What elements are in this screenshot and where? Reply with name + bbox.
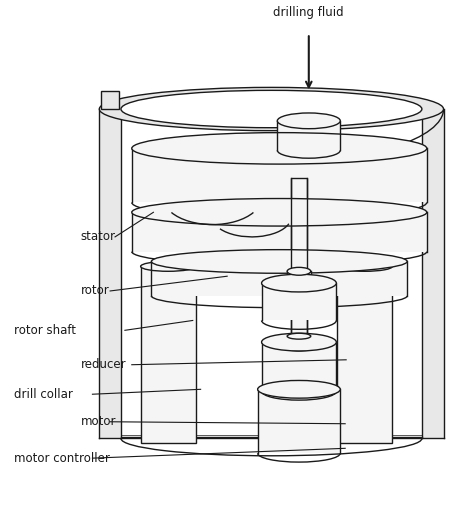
Text: drilling fluid: drilling fluid — [273, 6, 344, 19]
Polygon shape — [277, 121, 340, 150]
Polygon shape — [121, 109, 422, 439]
Ellipse shape — [262, 333, 337, 351]
Text: motor controller: motor controller — [14, 452, 109, 464]
Text: reducer: reducer — [81, 358, 126, 371]
Ellipse shape — [132, 133, 427, 164]
Text: drill collar: drill collar — [14, 388, 73, 401]
Ellipse shape — [287, 333, 311, 339]
Polygon shape — [422, 109, 444, 439]
Polygon shape — [258, 389, 340, 453]
Ellipse shape — [337, 262, 392, 271]
Ellipse shape — [141, 262, 196, 271]
Ellipse shape — [151, 250, 407, 273]
Ellipse shape — [121, 90, 422, 128]
Polygon shape — [151, 262, 407, 296]
Ellipse shape — [258, 380, 340, 398]
Text: motor: motor — [81, 415, 116, 428]
Ellipse shape — [287, 267, 311, 275]
Ellipse shape — [277, 113, 340, 128]
Polygon shape — [132, 149, 427, 202]
Polygon shape — [132, 212, 427, 252]
Polygon shape — [101, 91, 119, 109]
Text: stator: stator — [81, 230, 116, 244]
Ellipse shape — [262, 274, 337, 292]
Text: rotor shaft: rotor shaft — [14, 324, 76, 337]
Polygon shape — [100, 109, 121, 439]
Polygon shape — [287, 271, 311, 281]
Polygon shape — [141, 266, 196, 443]
Ellipse shape — [132, 199, 427, 226]
Polygon shape — [262, 283, 337, 320]
Polygon shape — [262, 342, 337, 391]
Ellipse shape — [100, 87, 444, 131]
Text: rotor: rotor — [81, 284, 109, 297]
Polygon shape — [337, 266, 392, 443]
Polygon shape — [287, 336, 311, 348]
Polygon shape — [291, 178, 307, 443]
